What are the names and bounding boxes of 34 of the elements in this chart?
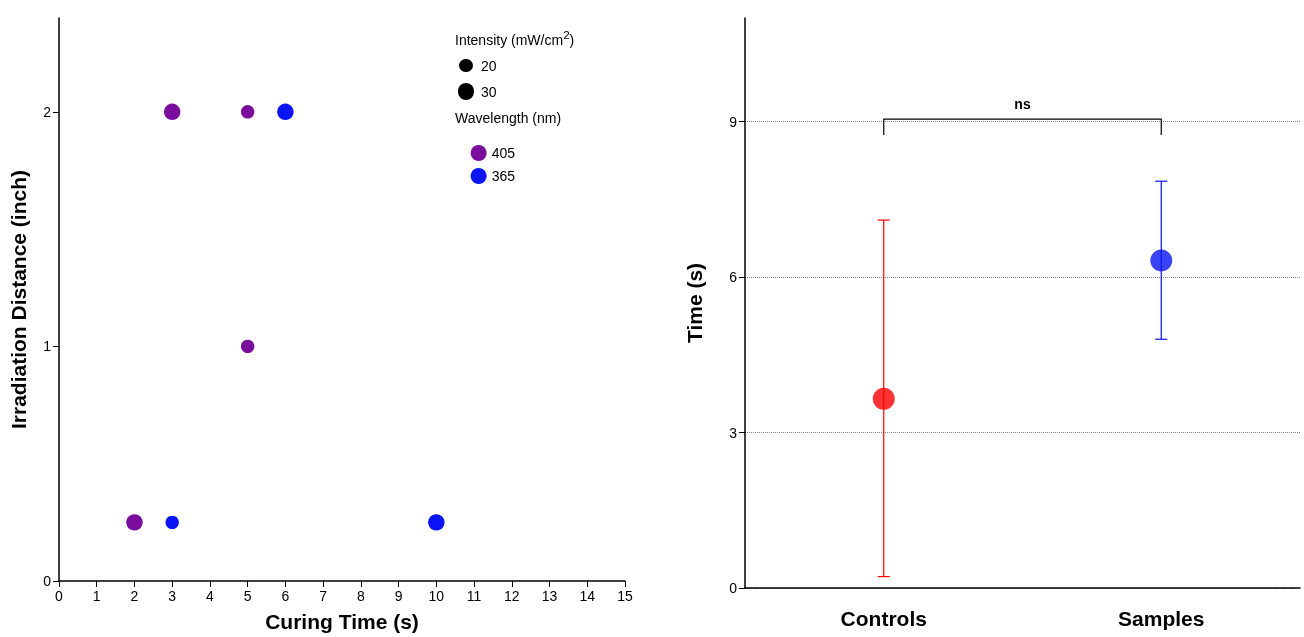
x-tick-label: 10 xyxy=(428,588,445,604)
annotation: Intensity (mW/cm$^{2}$) xyxy=(455,27,575,50)
x-axis-title: Curing Time (s) xyxy=(265,610,419,633)
x-tick-label: 0 xyxy=(55,588,64,604)
legend-title: Wavelength (nm) xyxy=(455,108,563,128)
text: 405 xyxy=(491,145,516,161)
x-tick-label: 7 xyxy=(319,588,328,604)
x-tick-label: 9 xyxy=(394,588,403,604)
legend-label: 30 xyxy=(481,82,497,102)
x-tick-label: 1 xyxy=(92,588,101,604)
x-tick-label: 6 xyxy=(281,588,290,604)
x-tick-label: 2 xyxy=(130,588,139,604)
legend-label: 365 xyxy=(491,168,516,184)
y-tick-label: 2 xyxy=(43,103,52,120)
x-tick-label: Samples xyxy=(1118,607,1205,630)
y-axis-title: Time (s) xyxy=(683,262,706,344)
annotation: ns xyxy=(1014,96,1031,113)
y-tick-label: 1 xyxy=(43,338,52,355)
x-tick-label: 11 xyxy=(466,588,482,604)
x-tick-label: 14 xyxy=(579,588,596,604)
x-tick-label: 15 xyxy=(617,588,633,604)
x-tick-label: 5 xyxy=(243,588,252,604)
x-tick-label: 13 xyxy=(541,588,558,604)
x-tick-label: 12 xyxy=(504,588,520,604)
y-tick-label: 0 xyxy=(43,573,52,589)
y-axis-title: Irradiation Distance (inch) xyxy=(7,169,30,430)
x-tick-label: 4 xyxy=(206,588,215,604)
y-tick-label: 6 xyxy=(729,269,738,286)
x-tick-label: 8 xyxy=(356,588,365,604)
y-tick-label: 3 xyxy=(729,424,738,441)
y-tick-label: 9 xyxy=(729,113,738,130)
x-tick-label: 3 xyxy=(168,588,177,604)
x-tick-label: Controls xyxy=(840,607,927,630)
legend-label: 20 xyxy=(481,56,497,76)
